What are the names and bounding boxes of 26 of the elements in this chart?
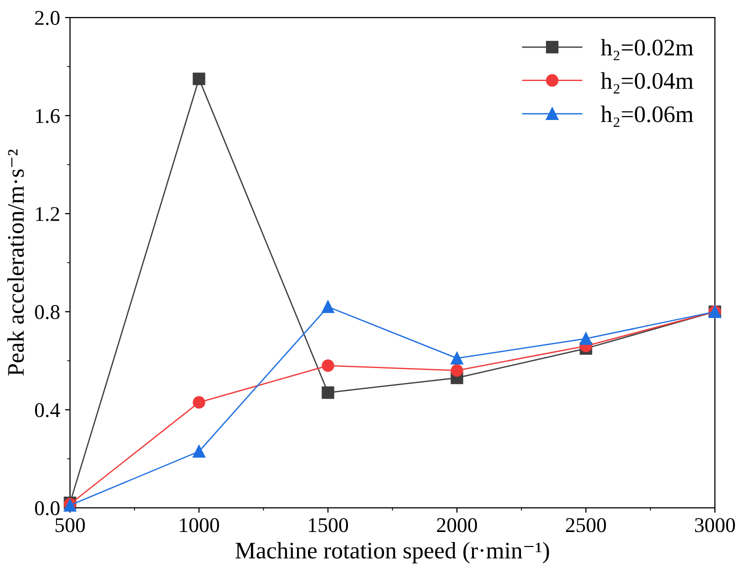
y-tick-label: 0.8 — [35, 305, 60, 320]
point — [450, 352, 464, 365]
legend-label: h₂=0.04m — [600, 72, 694, 94]
x-tick-label: 500 — [56, 518, 85, 532]
x-tick-label: 1500 — [308, 518, 348, 532]
x-tick-label: 3000 — [695, 518, 735, 532]
point — [192, 445, 206, 458]
x-tick-label: 1000 — [180, 518, 220, 532]
point — [322, 300, 334, 314]
point — [450, 364, 464, 377]
y-tick-label: 1.6 — [36, 109, 60, 124]
y-axis-title: Peak acceleration/m·s⁻² — [7, 150, 24, 376]
point — [322, 386, 334, 399]
point — [322, 359, 334, 372]
y-tick-label: 1.2 — [36, 207, 60, 222]
legend-label: h₂=0.02m — [600, 38, 694, 60]
legend-label: h₂=0.06m — [600, 106, 694, 127]
point — [192, 396, 206, 409]
y-tick-label: 2.0 — [35, 10, 60, 26]
y-tick-label: 0.0 — [35, 501, 60, 516]
x-axis-title: Machine rotation speed (r·min⁻¹) — [236, 542, 550, 564]
x-tick-label: 2000 — [437, 518, 477, 532]
y-tick-label: 0.4 — [35, 403, 60, 418]
point — [580, 332, 592, 345]
x-tick-label: 2500 — [566, 518, 606, 532]
point — [192, 72, 206, 86]
